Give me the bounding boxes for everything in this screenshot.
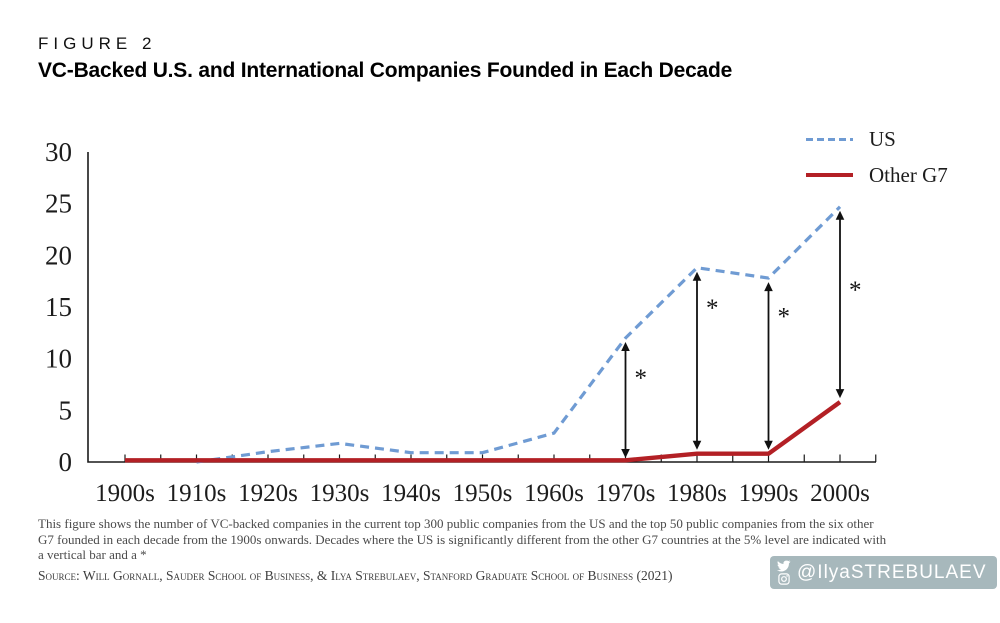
y-tick-label: 0 bbox=[59, 447, 73, 477]
significance-asterisk: * bbox=[706, 295, 719, 322]
source-line: Source: Will Gornall, Sauder School of B… bbox=[38, 568, 673, 583]
figure-title: VC-Backed U.S. and International Compani… bbox=[38, 59, 733, 82]
arrowhead-down bbox=[835, 389, 845, 399]
y-tick-label: 10 bbox=[45, 344, 72, 374]
y-tick-label: 15 bbox=[45, 292, 72, 322]
significance-asterisk: * bbox=[635, 365, 648, 392]
arrowhead-up bbox=[764, 282, 773, 292]
legend-item-us: US bbox=[806, 127, 948, 151]
figure-note-line-1: This figure shows the number of VC-backe… bbox=[38, 516, 874, 531]
us-dashed-line-swatch bbox=[806, 137, 853, 141]
x-tick-label: 1950s bbox=[453, 480, 513, 507]
x-tick-label: 1920s bbox=[238, 480, 298, 507]
x-tick-label: 1940s bbox=[381, 480, 441, 507]
social-badge: @IlyaSTREBULAEV bbox=[770, 556, 997, 589]
x-tick-label: 1970s bbox=[596, 480, 656, 507]
figure-note-line-2: G7 founded in each decade from the 1900s… bbox=[38, 531, 887, 547]
social-icons bbox=[777, 560, 791, 585]
x-tick-label: 1990s bbox=[739, 480, 799, 507]
figure-note-line-3: a vertical bar and a * bbox=[38, 547, 147, 562]
y-tick-label: 25 bbox=[45, 189, 72, 219]
arrowhead-up bbox=[692, 271, 702, 281]
x-tick-label: 1910s bbox=[167, 480, 227, 507]
other-g7-solid-line-swatch bbox=[806, 173, 853, 177]
other-g7-line bbox=[125, 400, 842, 463]
arrowhead-down bbox=[621, 449, 630, 458]
legend-label-other-g7: Other G7 bbox=[869, 162, 948, 187]
arrowhead-down bbox=[692, 440, 702, 450]
y-tick-label: 5 bbox=[59, 395, 73, 425]
social-handle: @IlyaSTREBULAEV bbox=[797, 561, 987, 583]
arrowhead-up bbox=[835, 210, 845, 220]
arrowhead-down bbox=[764, 440, 773, 450]
instagram-icon bbox=[778, 573, 790, 585]
chart-legend: US Other G7 bbox=[806, 127, 948, 199]
us-line bbox=[196, 205, 842, 464]
y-tick-label: 30 bbox=[45, 137, 72, 167]
legend-label-us: US bbox=[869, 126, 896, 151]
figure-note: This figure shows the number of VC-backe… bbox=[38, 516, 894, 563]
x-tick-label: 1980s bbox=[667, 480, 727, 507]
figure-label: FIGURE 2 bbox=[38, 34, 157, 53]
twitter-icon bbox=[777, 560, 791, 572]
legend-item-other-g7: Other G7 bbox=[806, 163, 948, 187]
axes bbox=[87, 152, 876, 463]
arrowhead-up bbox=[621, 342, 630, 351]
x-tick-label: 1900s bbox=[95, 480, 155, 507]
y-tick-label: 20 bbox=[45, 240, 72, 270]
x-tick-label: 1960s bbox=[524, 480, 584, 507]
x-tick-label: 1930s bbox=[310, 480, 370, 507]
significance-asterisk: * bbox=[849, 277, 862, 304]
significance-asterisk: * bbox=[778, 304, 791, 331]
x-tick-label: 2000s bbox=[810, 480, 870, 507]
